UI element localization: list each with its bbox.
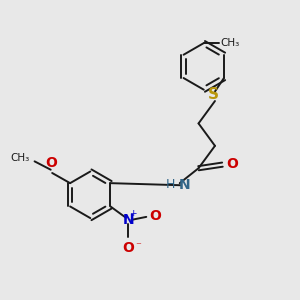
- Text: O: O: [150, 209, 161, 223]
- Text: CH₃: CH₃: [11, 153, 30, 164]
- Text: ⁻: ⁻: [135, 242, 141, 251]
- Text: O: O: [122, 242, 134, 255]
- Text: N: N: [178, 178, 190, 192]
- Text: S: S: [208, 87, 219, 102]
- Text: O: O: [226, 157, 238, 171]
- Text: +: +: [129, 209, 136, 218]
- Text: H: H: [165, 178, 175, 191]
- Text: O: O: [45, 156, 57, 170]
- Text: CH₃: CH₃: [221, 38, 240, 47]
- Text: N: N: [123, 213, 134, 227]
